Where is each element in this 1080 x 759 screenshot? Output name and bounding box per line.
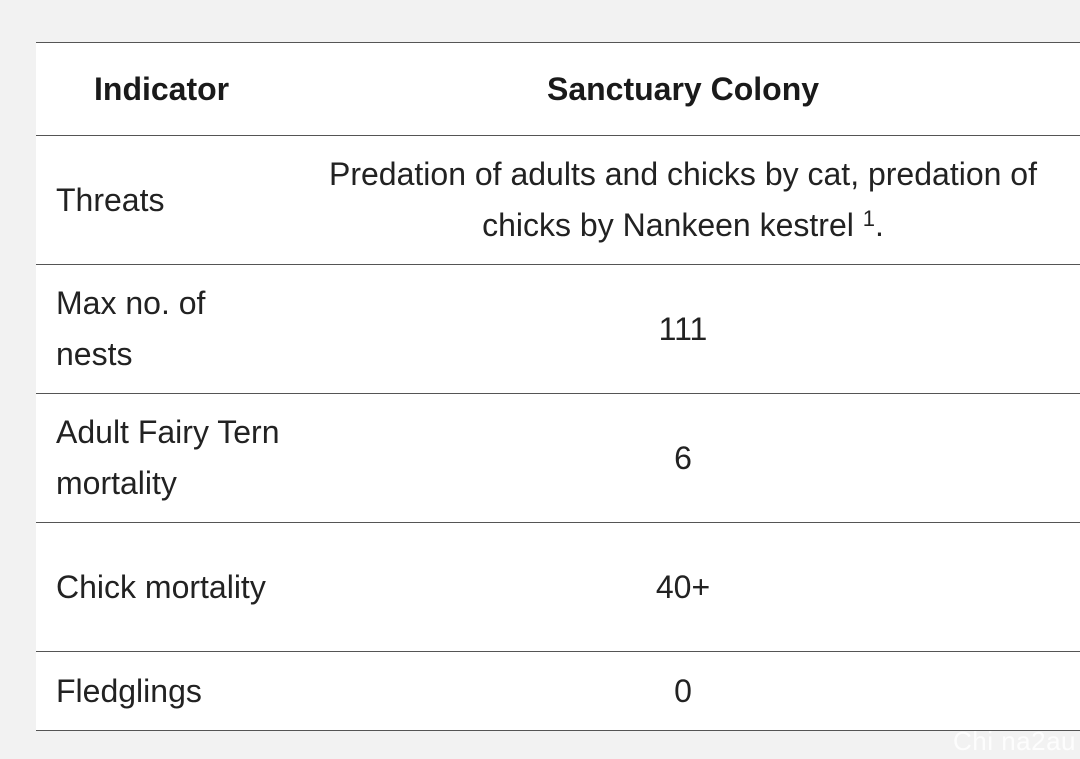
table-header-row: Indicator Sanctuary Colony <box>36 42 1080 136</box>
row-value-threats: Predation of adults and chicks by cat, p… <box>286 136 1080 265</box>
threats-suffix: . <box>874 207 884 243</box>
row-label-adult-mortality: Adult Fairy Tern mortality <box>56 414 280 501</box>
fairy-tern-indicator-table: Indicator Sanctuary Colony Threats Preda… <box>36 42 1080 731</box>
row-label-threats: Threats <box>56 181 165 218</box>
watermark: Chi na2au <box>952 726 1076 756</box>
row-value-max-nests: 111 <box>658 310 708 347</box>
row-value-adult-mortality: 6 <box>674 439 692 476</box>
row-label-chick-mortality: Chick mortality <box>56 568 266 605</box>
table-row-adult-mortality: Adult Fairy Tern mortality 6 <box>36 394 1080 523</box>
table-row-fledglings: Fledglings 0 <box>36 652 1080 731</box>
data-table-container: Indicator Sanctuary Colony Threats Preda… <box>36 42 1080 731</box>
header-sanctuary-colony: Sanctuary Colony <box>546 70 820 107</box>
table-row-max-nests: Max no. of nests 111 <box>36 265 1080 394</box>
footnote-marker[interactable]: 1 <box>862 206 875 231</box>
row-value-fledglings: 0 <box>674 672 692 709</box>
row-label-fledglings: Fledglings <box>56 672 202 709</box>
row-value-chick-mortality: 40+ <box>655 568 711 605</box>
header-indicator: Indicator <box>94 70 230 107</box>
table-row-chick-mortality: Chick mortality 40+ <box>36 523 1080 652</box>
threats-text: Predation of adults and chicks by cat, p… <box>329 156 1037 243</box>
row-label-max-nests: Max no. of nests <box>56 285 206 372</box>
table-row-threats: Threats Predation of adults and chicks b… <box>36 136 1080 265</box>
